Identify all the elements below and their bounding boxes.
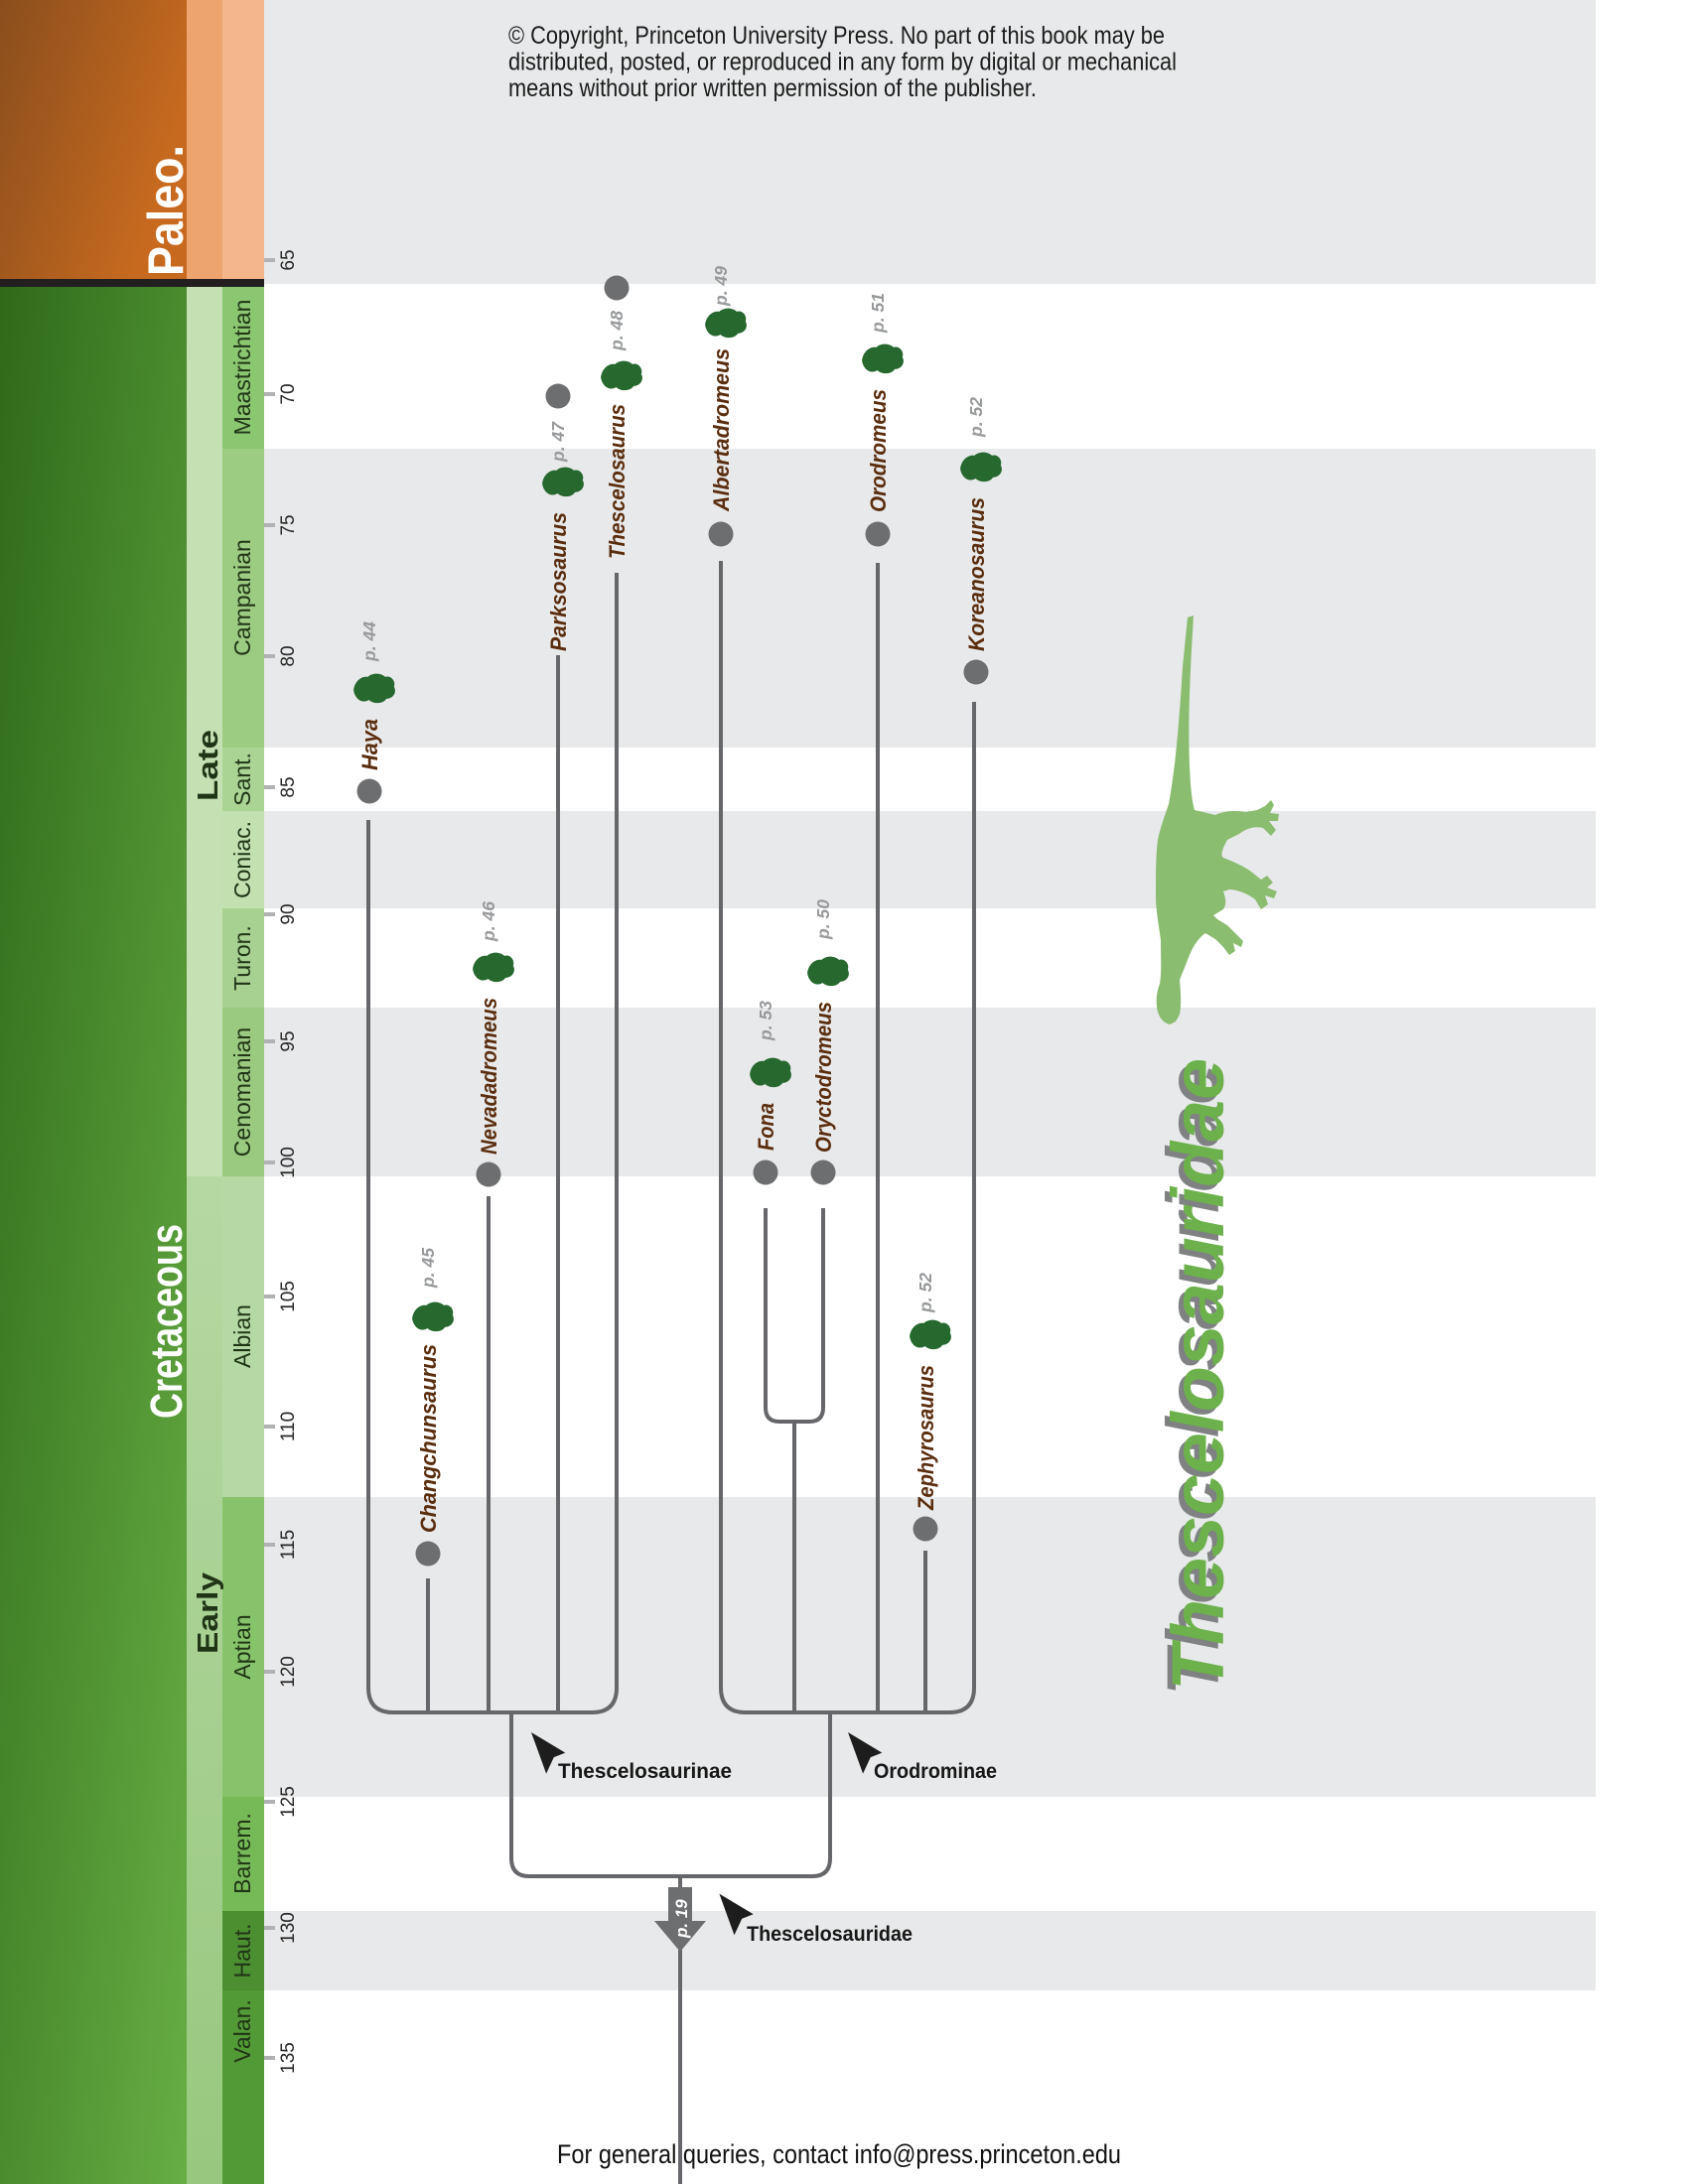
svg-text:Turon.: Turon. <box>229 925 255 991</box>
svg-text:Zephyrosaurus: Zephyrosaurus <box>914 1365 938 1511</box>
svg-text:Orodromeus: Orodromeus <box>866 389 891 512</box>
svg-text:distributed, posted, or reprod: distributed, posted, or reproduced in an… <box>508 49 1177 76</box>
svg-text:135: 135 <box>278 2042 299 2074</box>
svg-text:For general queries, contact i: For general queries, contact info@press.… <box>557 2139 1121 2169</box>
svg-text:Sant.: Sant. <box>229 752 255 806</box>
svg-text:Maastrichtian: Maastrichtian <box>229 300 255 436</box>
svg-text:125: 125 <box>278 1786 299 1818</box>
svg-text:80: 80 <box>278 645 299 666</box>
svg-text:p. 46: p. 46 <box>479 901 498 942</box>
svg-text:Haut.: Haut. <box>229 1924 255 1979</box>
svg-text:Koreanosaurus: Koreanosaurus <box>964 497 989 651</box>
svg-text:70: 70 <box>278 383 299 404</box>
svg-text:p. 44: p. 44 <box>359 621 379 662</box>
svg-text:p. 47: p. 47 <box>548 421 568 463</box>
svg-text:Cenomanian: Cenomanian <box>229 1027 255 1157</box>
svg-text:100: 100 <box>278 1147 299 1178</box>
svg-text:Valan.: Valan. <box>229 1999 255 2063</box>
svg-text:Coniac.: Coniac. <box>229 821 255 898</box>
svg-text:p. 45: p. 45 <box>418 1248 438 1289</box>
svg-text:Parksosaurus: Parksosaurus <box>546 512 571 651</box>
svg-text:85: 85 <box>278 776 299 797</box>
svg-text:110: 110 <box>278 1412 299 1441</box>
svg-text:p. 48: p. 48 <box>607 311 627 351</box>
svg-text:p. 19: p. 19 <box>672 1899 691 1939</box>
svg-text:Paleo.: Paleo. <box>138 145 194 276</box>
svg-text:130: 130 <box>278 1912 299 1944</box>
svg-text:Haya: Haya <box>357 719 382 770</box>
svg-text:Albertadromeus: Albertadromeus <box>709 348 734 512</box>
svg-text:115: 115 <box>278 1530 299 1560</box>
svg-text:p. 53: p. 53 <box>756 1001 775 1041</box>
svg-text:Oryctodromeus: Oryctodromeus <box>811 1002 836 1153</box>
svg-text:Changchunsaurus: Changchunsaurus <box>416 1344 441 1533</box>
svg-text:Albian: Albian <box>229 1304 255 1368</box>
svg-text:Thescelosaurinae: Thescelosaurinae <box>558 1760 732 1783</box>
svg-text:Aptian: Aptian <box>229 1614 255 1679</box>
svg-text:p. 51: p. 51 <box>868 293 888 334</box>
svg-text:Thescelosauridae: Thescelosauridae <box>747 1923 913 1946</box>
svg-text:Campanian: Campanian <box>229 539 255 656</box>
svg-text:p. 52: p. 52 <box>966 397 986 438</box>
svg-text:Fona: Fona <box>754 1103 778 1151</box>
svg-text:Thescelosauridae: Thescelosauridae <box>1157 1058 1239 1691</box>
svg-text:120: 120 <box>278 1656 299 1688</box>
svg-text:65: 65 <box>278 249 299 270</box>
svg-text:Orodrominae: Orodrominae <box>874 1760 997 1783</box>
svg-text:Nevadadromeus: Nevadadromeus <box>477 998 501 1155</box>
svg-text:Early: Early <box>193 1572 224 1654</box>
svg-text:Thescelosaurus: Thescelosaurus <box>605 404 630 559</box>
svg-text:p. 49: p. 49 <box>711 266 731 307</box>
svg-text:95: 95 <box>278 1030 299 1051</box>
svg-text:90: 90 <box>278 903 299 924</box>
svg-text:p. 50: p. 50 <box>813 899 833 940</box>
svg-text:© Copyright, Princeton Univers: © Copyright, Princeton University Press.… <box>508 22 1165 50</box>
svg-text:105: 105 <box>278 1281 299 1312</box>
svg-text:Cretaceous: Cretaceous <box>141 1224 192 1419</box>
svg-text:Thescelosauridae: Thescelosauridae <box>1152 1063 1234 1696</box>
svg-text:means without prior written pe: means without prior written permission o… <box>508 74 1037 102</box>
svg-text:Barrem.: Barrem. <box>229 1813 255 1894</box>
svg-text:75: 75 <box>278 514 299 535</box>
svg-text:Late: Late <box>193 730 224 801</box>
svg-text:p. 52: p. 52 <box>915 1273 935 1313</box>
